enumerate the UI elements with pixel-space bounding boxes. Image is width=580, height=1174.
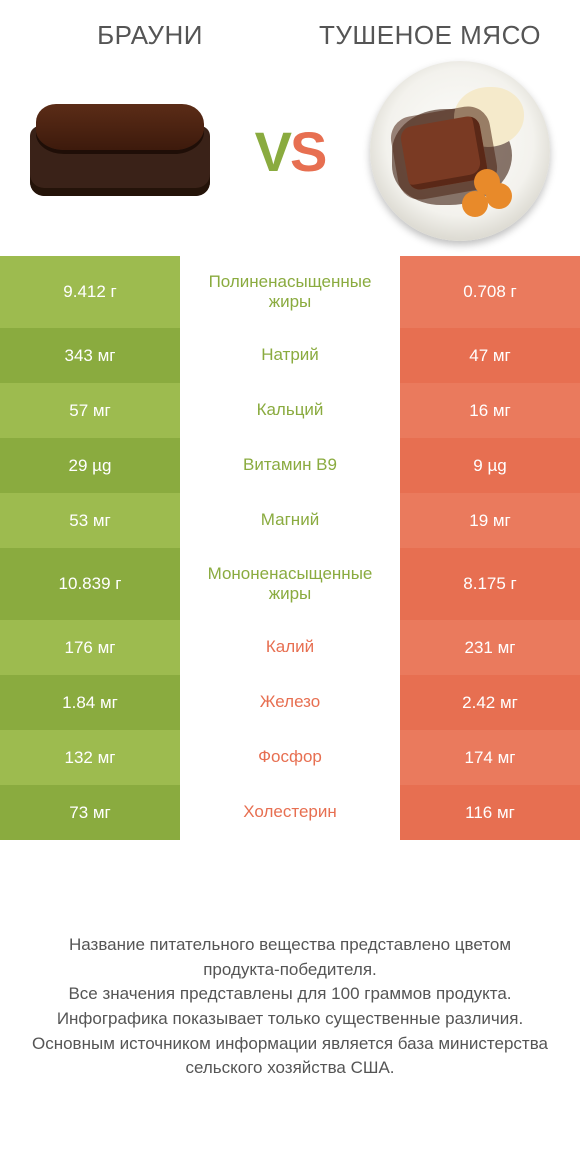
value-left: 176 мг xyxy=(0,620,180,675)
value-left: 1.84 мг xyxy=(0,675,180,730)
nutrient-label: Мононенасыщенные жиры xyxy=(180,548,400,620)
value-right: 174 мг xyxy=(400,730,580,785)
footer-note: Название питательного вещества представл… xyxy=(0,840,580,1174)
title-right: Тушеное мясо xyxy=(290,20,570,51)
nutrient-label: Полиненасыщенные жиры xyxy=(180,256,400,328)
value-right: 0.708 г xyxy=(400,256,580,328)
vs-s: S xyxy=(290,120,325,183)
value-right: 116 мг xyxy=(400,785,580,840)
infographic-root: Брауни Тушеное мясо VS 9.412 гПолинена xyxy=(0,0,580,1174)
value-left: 57 мг xyxy=(0,383,180,438)
value-right: 19 мг xyxy=(400,493,580,548)
footer-line: Инфографика показывает только существенн… xyxy=(30,1007,550,1032)
value-left: 29 µg xyxy=(0,438,180,493)
hero-row: VS xyxy=(0,61,580,256)
table-row: 57 мгКальций16 мг xyxy=(0,383,580,438)
nutrient-label: Витамин B9 xyxy=(180,438,400,493)
nutrient-label: Кальций xyxy=(180,383,400,438)
vs-label: VS xyxy=(255,119,326,184)
value-right: 231 мг xyxy=(400,620,580,675)
value-left: 73 мг xyxy=(0,785,180,840)
nutrient-label: Холестерин xyxy=(180,785,400,840)
table-row: 10.839 гМононенасыщенные жиры8.175 г xyxy=(0,548,580,620)
title-row: Брауни Тушеное мясо xyxy=(0,0,580,61)
nutrient-label: Калий xyxy=(180,620,400,675)
footer-line: Основным источником информации является … xyxy=(30,1032,550,1081)
table-row: 73 мгХолестерин116 мг xyxy=(0,785,580,840)
value-left: 132 мг xyxy=(0,730,180,785)
comparison-table: 9.412 гПолиненасыщенные жиры0.708 г343 м… xyxy=(0,256,580,840)
table-row: 176 мгКалий231 мг xyxy=(0,620,580,675)
nutrient-label: Натрий xyxy=(180,328,400,383)
nutrient-label: Магний xyxy=(180,493,400,548)
value-left: 10.839 г xyxy=(0,548,180,620)
value-left: 9.412 г xyxy=(0,256,180,328)
table-row: 9.412 гПолиненасыщенные жиры0.708 г xyxy=(0,256,580,328)
value-right: 47 мг xyxy=(400,328,580,383)
table-row: 132 мгФосфор174 мг xyxy=(0,730,580,785)
value-right: 2.42 мг xyxy=(400,675,580,730)
nutrient-label: Железо xyxy=(180,675,400,730)
brownie-image xyxy=(20,71,220,231)
value-right: 16 мг xyxy=(400,383,580,438)
table-row: 29 µgВитамин B99 µg xyxy=(0,438,580,493)
footer-line: Название питательного вещества представл… xyxy=(30,933,550,982)
table-row: 343 мгНатрий47 мг xyxy=(0,328,580,383)
nutrient-label: Фосфор xyxy=(180,730,400,785)
value-left: 53 мг xyxy=(0,493,180,548)
footer-line: Все значения представлены для 100 граммо… xyxy=(30,982,550,1007)
pot-roast-image xyxy=(360,71,560,231)
vs-v: V xyxy=(255,120,290,183)
table-row: 1.84 мгЖелезо2.42 мг xyxy=(0,675,580,730)
value-right: 9 µg xyxy=(400,438,580,493)
table-row: 53 мгМагний19 мг xyxy=(0,493,580,548)
value-left: 343 мг xyxy=(0,328,180,383)
value-right: 8.175 г xyxy=(400,548,580,620)
title-left: Брауни xyxy=(10,20,290,51)
